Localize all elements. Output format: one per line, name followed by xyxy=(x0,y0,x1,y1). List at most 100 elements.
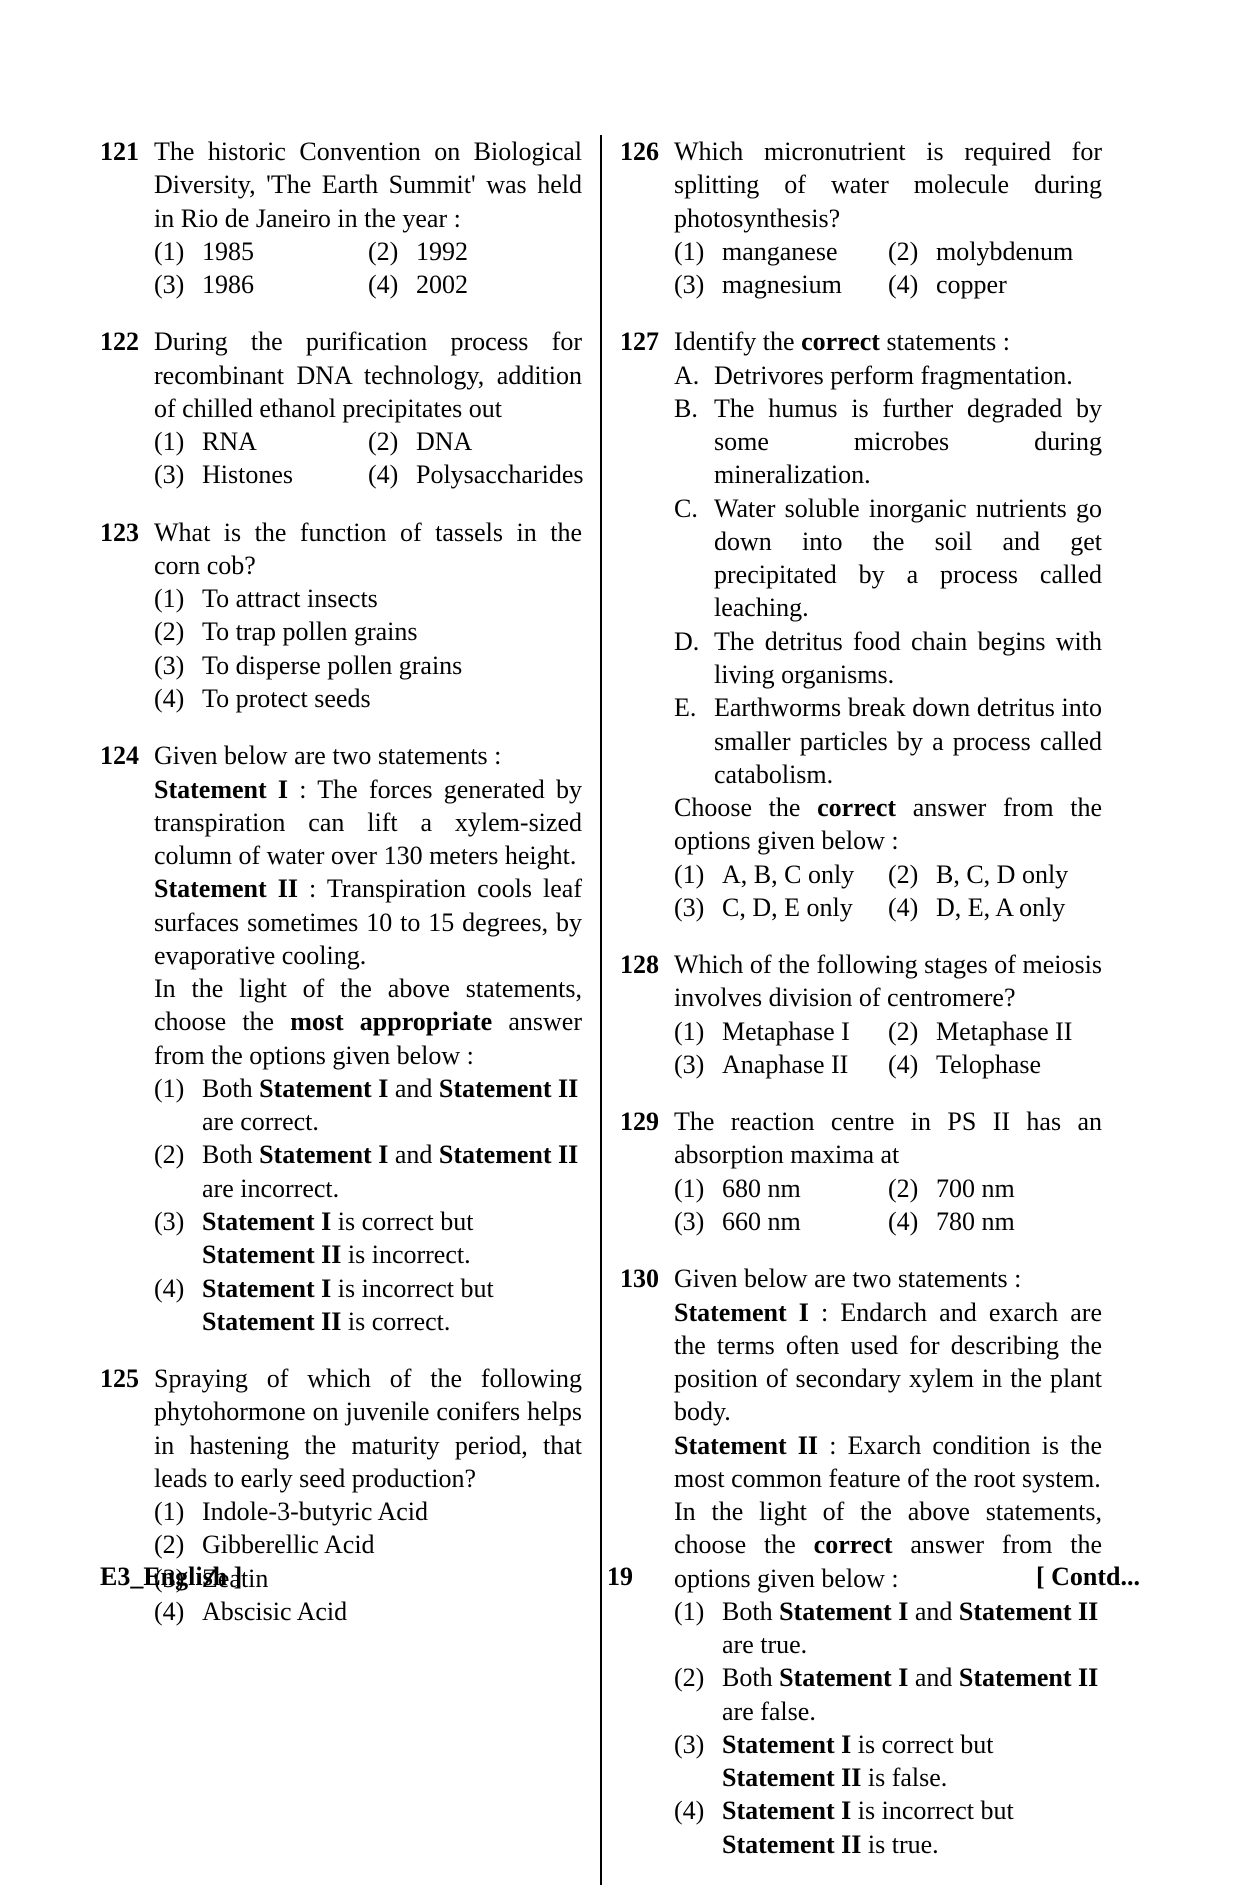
question-stem-part: The historic Convention on Biological Di… xyxy=(154,135,582,235)
answer-option-text: 1992 xyxy=(416,235,582,268)
answer-option-number: (3) xyxy=(154,649,202,682)
page: 121The historic Convention on Biological… xyxy=(100,135,1140,1615)
question-sub-item: A.Detrivores perform fragmentation. xyxy=(674,359,1102,392)
question-number: 127 xyxy=(620,325,674,924)
answer-option-number: (1) xyxy=(154,1072,202,1139)
answer-option-number: (3) xyxy=(154,458,202,491)
answer-option-text: 660 nm xyxy=(722,1205,888,1238)
answer-option-number: (2) xyxy=(368,425,416,458)
answer-option-number: (3) xyxy=(674,1048,722,1081)
option-row: (3)C, D, E only(4)D, E, A only xyxy=(674,891,1102,924)
question: 123What is the function of tassels in th… xyxy=(100,516,582,716)
sub-item-text: The humus is further degraded by some mi… xyxy=(714,392,1102,492)
answer-option-number: (2) xyxy=(888,1015,936,1048)
answer-option: (1)Both Statement I and Statement II are… xyxy=(154,1072,582,1139)
question-stem-part: Which micronutrient is required for spli… xyxy=(674,135,1102,235)
option-row: (4)To protect seeds xyxy=(154,682,582,715)
answer-option: (4)copper xyxy=(888,268,1102,301)
answer-option: (2)700 nm xyxy=(888,1172,1102,1205)
answer-option-text: magnesium xyxy=(722,268,888,301)
answer-option-text: To trap pollen grains xyxy=(202,615,582,648)
sub-item-label: D. xyxy=(674,625,714,692)
answer-option: (2)Both Statement I and Statement II are… xyxy=(674,1661,1102,1728)
answer-option-text: Metaphase I xyxy=(722,1015,888,1048)
sub-item-label: A. xyxy=(674,359,714,392)
answer-option-number: (2) xyxy=(888,1172,936,1205)
answer-option: (3)Statement I is correct but Statement … xyxy=(154,1205,582,1272)
question-body: Identify the correct statements :A.Detri… xyxy=(674,325,1102,924)
answer-option: (4)Polysaccharides xyxy=(368,458,582,491)
question-stem-part: Statement I : The forces generated by tr… xyxy=(154,773,582,873)
answer-option-text: Abscisic Acid xyxy=(202,1595,582,1628)
question-stem-part: Statement I : Endarch and exarch are the… xyxy=(674,1296,1102,1429)
answer-option-number: (3) xyxy=(674,891,722,924)
answer-option: (1)To attract insects xyxy=(154,582,582,615)
answer-option-text: Statement I is incorrect but Statement I… xyxy=(722,1794,1102,1861)
answer-option: (4)To protect seeds xyxy=(154,682,582,715)
question-number: 126 xyxy=(620,135,674,301)
answer-option-text: Histones xyxy=(202,458,368,491)
option-row: (3)1986(4)2002 xyxy=(154,268,582,301)
question-number: 129 xyxy=(620,1105,674,1238)
answer-option: (2)Both Statement I and Statement II are… xyxy=(154,1138,582,1205)
sub-item-label: E. xyxy=(674,691,714,791)
answer-option-text: Both Statement I and Statement II are co… xyxy=(202,1072,582,1139)
answer-option-number: (1) xyxy=(154,582,202,615)
answer-option-text: Polysaccharides xyxy=(416,458,584,491)
answer-option: (4)2002 xyxy=(368,268,582,301)
answer-option: (2)DNA xyxy=(368,425,582,458)
answer-option: (1)Both Statement I and Statement II are… xyxy=(674,1595,1102,1662)
question-body: Which micronutrient is required for spli… xyxy=(674,135,1102,301)
option-row: (1)680 nm(2)700 nm xyxy=(674,1172,1102,1205)
answer-option-text: D, E, A only xyxy=(936,891,1102,924)
answer-option: (3)Anaphase II xyxy=(674,1048,888,1081)
question: 122During the purification process for r… xyxy=(100,325,582,491)
question-stem-part: Choose the correct answer from the optio… xyxy=(674,791,1102,858)
option-row: (2)Both Statement I and Statement II are… xyxy=(154,1138,582,1205)
option-row: (4)Abscisic Acid xyxy=(154,1595,582,1628)
option-row: (1)To attract insects xyxy=(154,582,582,615)
answer-option: (4)D, E, A only xyxy=(888,891,1102,924)
option-row: (3)Statement I is correct but Statement … xyxy=(154,1205,582,1272)
answer-option-number: (3) xyxy=(674,1205,722,1238)
answer-option-number: (3) xyxy=(154,1205,202,1272)
question-stem-part: Statement II : Transpiration cools leaf … xyxy=(154,872,582,972)
answer-option: (4)Telophase xyxy=(888,1048,1102,1081)
answer-option-number: (2) xyxy=(888,235,936,268)
answer-option-number: (1) xyxy=(674,1015,722,1048)
answer-option-number: (2) xyxy=(154,1138,202,1205)
answer-option: (3)660 nm xyxy=(674,1205,888,1238)
question-stem-part: Given below are two statements : xyxy=(154,739,582,772)
option-row: (1)1985(2)1992 xyxy=(154,235,582,268)
question: 124Given below are two statements :State… xyxy=(100,739,582,1338)
answer-option: (1)Metaphase I xyxy=(674,1015,888,1048)
answer-option: (1)Indole-3-butyric Acid xyxy=(154,1495,582,1528)
answer-option: (3)Histones xyxy=(154,458,368,491)
question-body: During the purification process for reco… xyxy=(154,325,582,491)
option-row: (2)Both Statement I and Statement II are… xyxy=(674,1661,1102,1728)
answer-option-text: 780 nm xyxy=(936,1205,1102,1238)
answer-option-number: (1) xyxy=(674,858,722,891)
question-stem-part: What is the function of tassels in the c… xyxy=(154,516,582,583)
option-row: (4)Statement I is incorrect but Statemen… xyxy=(674,1794,1102,1861)
answer-option-text: To disperse pollen grains xyxy=(202,649,582,682)
answer-option-text: C, D, E only xyxy=(722,891,888,924)
option-row: (3)Histones(4)Polysaccharides xyxy=(154,458,582,491)
answer-option-number: (2) xyxy=(674,1661,722,1728)
answer-option-text: 700 nm xyxy=(936,1172,1102,1205)
left-column: 121The historic Convention on Biological… xyxy=(100,135,600,1885)
answer-option-text: Statement I is correct but Statement II … xyxy=(722,1728,1102,1795)
question: 129The reaction centre in PS II has an a… xyxy=(620,1105,1102,1238)
question-stem-part: In the light of the above statements, ch… xyxy=(154,972,582,1072)
answer-option-text: 2002 xyxy=(416,268,582,301)
footer-center: 19 xyxy=(607,1560,633,1593)
question-body: What is the function of tassels in the c… xyxy=(154,516,582,716)
answer-option: (2)B, C, D only xyxy=(888,858,1102,891)
answer-option-text: B, C, D only xyxy=(936,858,1102,891)
answer-option-text: To attract insects xyxy=(202,582,582,615)
answer-option-text: 1986 xyxy=(202,268,368,301)
answer-option-text: Both Statement I and Statement II are in… xyxy=(202,1138,582,1205)
answer-option-text: Gibberellic Acid xyxy=(202,1528,582,1561)
option-row: (1)Metaphase I(2)Metaphase II xyxy=(674,1015,1102,1048)
question-stem-part: Statement II : Exarch condition is the m… xyxy=(674,1429,1102,1496)
